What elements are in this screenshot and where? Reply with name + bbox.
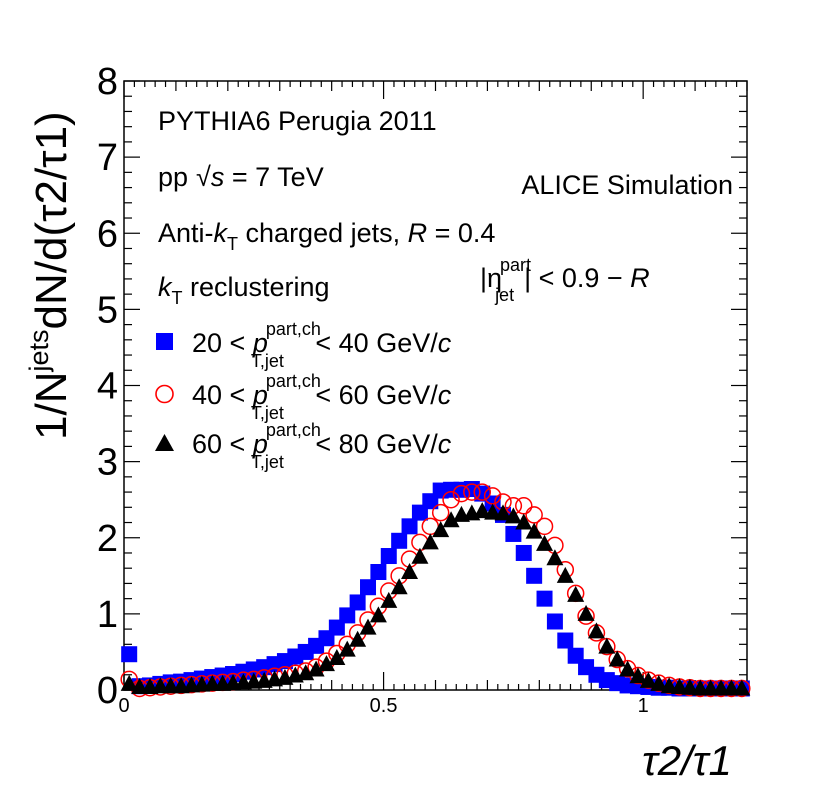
legend-marker-series-3 <box>155 434 174 451</box>
experiment-label: ALICE Simulation <box>521 170 733 200</box>
data-point <box>380 591 398 608</box>
y-tick-label: 1 <box>97 594 118 636</box>
data-point <box>390 578 408 595</box>
data-point <box>359 618 377 635</box>
data-point <box>121 646 138 663</box>
data-point <box>681 678 699 695</box>
data-point <box>546 613 563 630</box>
data-point <box>505 525 522 542</box>
y-tick-label: 2 <box>97 518 118 560</box>
data-point <box>650 674 668 691</box>
legend-label-series-1: 20 < ppart,ch T,jet < 40 GeV/c <box>192 319 452 371</box>
data-point <box>494 504 512 521</box>
data-point <box>587 622 605 639</box>
legend-label-series-2: 40 < ppart,ch T,jet < 60 GeV/c <box>192 371 452 423</box>
data-point <box>463 483 481 501</box>
data-point <box>484 503 502 520</box>
data-point <box>639 671 657 688</box>
y-tick-label: 3 <box>97 442 118 484</box>
data-point <box>515 513 533 530</box>
data-points <box>120 481 751 698</box>
svg-text:1/NjetsdN/d(τ2/τ1): 1/NjetsdN/d(τ2/τ1) <box>24 111 76 440</box>
data-point <box>546 549 564 566</box>
y-tick-label: 6 <box>97 213 118 255</box>
series-1 <box>121 481 750 697</box>
data-point <box>317 655 335 672</box>
data-point <box>504 507 522 524</box>
y-tick-label: 5 <box>97 289 118 331</box>
x-tick-label: 0.5 <box>370 695 398 717</box>
reclustering-label: kT reclustering <box>158 272 330 308</box>
data-point <box>339 607 356 624</box>
data-point <box>391 532 408 549</box>
data-point <box>401 563 419 580</box>
y-label-sup: jets <box>24 329 54 372</box>
y-label-rest: dN/d(τ2/τ1) <box>27 111 76 329</box>
data-point <box>360 579 377 596</box>
data-point <box>120 674 138 691</box>
y-label-main: 1/N <box>27 372 76 440</box>
data-point <box>598 637 616 654</box>
data-point <box>608 650 626 667</box>
data-point <box>401 518 418 535</box>
data-point <box>536 534 554 551</box>
data-point <box>380 548 397 565</box>
data-point <box>349 594 366 611</box>
y-tick-label: 0 <box>97 670 118 712</box>
data-point <box>328 619 345 636</box>
x-axis-label: τ2/τ1 <box>642 737 732 784</box>
data-point <box>567 585 585 602</box>
data-point <box>473 483 491 501</box>
data-point <box>431 503 450 522</box>
legend-marker-series-1 <box>156 333 173 350</box>
data-point <box>629 667 647 684</box>
data-point <box>660 677 678 694</box>
y-tick-label: 8 <box>97 61 118 103</box>
data-point <box>432 521 450 538</box>
series-3 <box>120 502 751 696</box>
data-point <box>452 484 471 503</box>
data-point <box>733 679 751 696</box>
data-point <box>370 564 387 581</box>
data-point <box>535 517 554 536</box>
data-point <box>515 497 533 515</box>
data-point <box>577 604 595 621</box>
legend: 20 < ppart,ch T,jet < 40 GeV/c 40 < ppart… <box>155 319 452 472</box>
jet-algorithm-label: Anti-kT charged jets, R = 0.4 <box>158 218 495 254</box>
y-tick-label: 4 <box>97 366 118 408</box>
data-point <box>442 511 460 528</box>
y-axis-label: 1/NjetsdN/d(τ2/τ1) <box>24 111 76 440</box>
legend-label-series-3: 60 < ppart,ch T,jet < 80 GeV/c <box>192 420 452 472</box>
data-point <box>328 649 346 666</box>
data-point <box>525 522 543 539</box>
x-tick-label: 0 <box>118 695 129 717</box>
data-point <box>556 566 574 583</box>
legend-marker-series-2 <box>155 384 174 404</box>
data-point <box>619 660 637 677</box>
series-2 <box>120 483 751 698</box>
x-tick-labels: 0 0.5 1 <box>118 695 648 717</box>
energy-label: pp √s = 7 TeV <box>158 162 324 192</box>
eta-cut-label: |ηpart jet| < 0.9 − R <box>480 255 650 305</box>
generator-label: PYTHIA6 Perugia 2011 <box>158 106 437 136</box>
data-point <box>671 677 689 694</box>
data-point <box>557 632 574 649</box>
data-point <box>536 590 553 607</box>
data-point <box>515 544 532 561</box>
data-point <box>442 490 460 509</box>
x-tick-label: 1 <box>638 695 649 717</box>
y-tick-labels: 0 1 2 3 4 5 6 7 8 <box>97 61 118 712</box>
y-tick-label: 7 <box>97 137 118 179</box>
data-point <box>421 533 439 550</box>
data-point <box>526 567 543 584</box>
data-point <box>338 640 356 657</box>
data-point <box>369 606 387 623</box>
data-point <box>307 660 325 677</box>
data-point <box>411 547 429 564</box>
data-point <box>349 630 367 647</box>
data-point <box>473 502 491 519</box>
